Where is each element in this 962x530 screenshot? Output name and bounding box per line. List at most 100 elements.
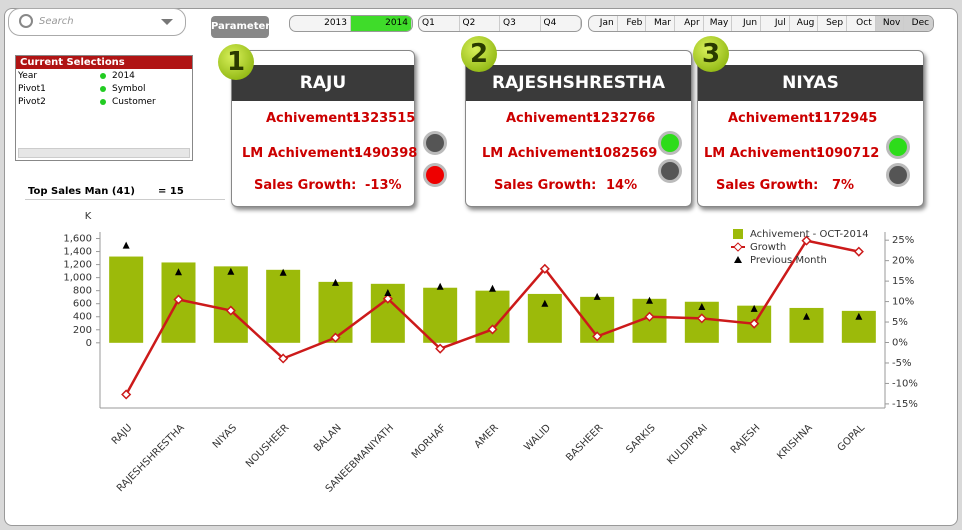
rank: 1	[218, 44, 254, 80]
x-tick-label: NIYAS	[211, 422, 239, 450]
value: 2014	[112, 70, 135, 81]
legend-swatch	[734, 256, 742, 263]
month[interactable]: Aug	[790, 16, 819, 31]
rank: 3	[693, 36, 729, 72]
year[interactable]: 2013	[290, 16, 351, 31]
x-tick-label: WALID	[522, 422, 553, 453]
card-value: 1082569	[594, 146, 658, 161]
growth-marker	[173, 294, 184, 305]
card-value: -13%	[365, 178, 402, 193]
selection-row: Year 2014	[16, 69, 192, 82]
card-label: Achivement:	[266, 111, 358, 126]
bar	[266, 269, 301, 343]
previous-month-marker	[227, 267, 235, 275]
card-value: 7%	[832, 178, 855, 193]
x-tick-label: NOUSHEER	[244, 422, 291, 469]
quarter[interactable]: Q4	[541, 16, 581, 31]
current-selections: Current Selections Year 2014 Pivot1 Symbol P…	[15, 55, 193, 161]
card-value: 1490398	[354, 146, 418, 161]
legend-label: Previous Month	[750, 255, 827, 266]
y-tick-label: 1,600	[63, 234, 92, 245]
previous-month-marker	[436, 282, 444, 290]
card-label: Sales Growth:	[716, 178, 819, 193]
month[interactable]: Feb	[618, 16, 647, 31]
bar	[423, 287, 458, 343]
y-tick-label: 1,200	[63, 260, 92, 271]
month[interactable]: Jan	[589, 16, 618, 31]
card-label: Achivement:	[728, 111, 820, 126]
legend-swatch	[733, 242, 743, 252]
month[interactable]: Mar	[646, 16, 676, 31]
y-tick-label: 1,400	[63, 247, 92, 258]
card-label: LM Achivement:	[242, 146, 360, 161]
selection-row: Pivot2 Customer	[16, 95, 192, 108]
quarter[interactable]: Q2	[460, 16, 500, 31]
previous-month-marker	[698, 302, 706, 310]
quarter[interactable]: Q3	[500, 16, 541, 31]
card: NIYAS Achivement: 1172945 LM Achivement: 1…	[697, 50, 924, 207]
growth-marker	[644, 311, 655, 322]
legend-label: Growth	[750, 242, 786, 253]
x-tick-label: RAJU	[110, 422, 135, 447]
previous-month-marker	[122, 241, 130, 249]
year[interactable]: 2014	[351, 16, 412, 31]
card: RAJESHSHRESTHA Achivement: 1232766 LM Ach…	[465, 50, 692, 207]
x-tick-label: BALAN	[312, 422, 344, 454]
previous-month-marker	[646, 296, 653, 304]
y-tick-label: 600	[73, 299, 92, 310]
x-tick-label: AMER	[473, 422, 501, 450]
month[interactable]: Apr	[675, 16, 704, 31]
field: Pivot2	[18, 96, 46, 107]
month-list: Jan Feb Mar Apr May Jun Jul Aug Sep Oct Nov Dec	[588, 15, 934, 32]
quarter[interactable]: Q1	[419, 16, 460, 31]
growth-marker	[225, 305, 236, 316]
search-box[interactable]: Search	[8, 8, 186, 36]
x-tick-label: GOPAL	[836, 422, 868, 454]
y-tick-label: 800	[73, 286, 92, 297]
growth-marker	[382, 293, 393, 304]
card-name: NIYAS	[698, 65, 923, 101]
y-tick-label: 400	[73, 312, 92, 323]
month[interactable]: May	[704, 16, 733, 31]
y2-tick-label: -5%	[892, 358, 911, 369]
card-label: LM Achivement:	[704, 146, 822, 161]
card-label: Sales Growth:	[494, 178, 597, 193]
y-tick-label: 0	[86, 338, 92, 349]
search-placeholder: Search	[39, 16, 74, 27]
x-tick-label: KULDIPRAI	[665, 422, 710, 467]
field: Year	[18, 70, 38, 81]
y2-tick-label: 20%	[892, 256, 914, 267]
card-label: Achivement:	[506, 111, 598, 126]
month[interactable]: Oct	[847, 16, 876, 31]
growth-marker	[801, 235, 812, 246]
x-tick-label: KRISHNA	[775, 422, 814, 461]
value: Customer	[112, 96, 156, 107]
card-value: 1172945	[814, 111, 878, 126]
selection-row: Pivot1 Symbol	[16, 82, 192, 95]
x-tick-label: BASHEER	[564, 422, 605, 463]
month[interactable]: Dec	[904, 16, 933, 31]
y-tick-label: 1,000	[63, 273, 92, 284]
previous-month-marker	[332, 278, 339, 286]
month[interactable]: Nov	[875, 16, 905, 31]
month[interactable]: Jul	[761, 16, 790, 31]
top-sales-label: Top Sales Man (41)	[28, 186, 135, 197]
parameter-button[interactable]: Parameter	[211, 16, 270, 38]
previous-month-marker	[541, 299, 549, 307]
card: RAJU Achivement: 1323515 LM Achivement: 14…	[231, 50, 447, 207]
growth-marker	[749, 318, 760, 329]
rank: 2	[461, 36, 497, 72]
previous-month-marker	[593, 292, 601, 300]
value: Symbol	[112, 83, 146, 94]
card-value: 1232766	[592, 111, 656, 126]
growth-marker	[539, 263, 550, 274]
growth-marker	[278, 353, 289, 364]
field: Pivot1	[18, 83, 46, 94]
y-axis-label: K	[85, 211, 92, 222]
card-value: 1323515	[352, 111, 416, 126]
month[interactable]: Sep	[818, 16, 848, 31]
month[interactable]: Jun	[732, 16, 762, 31]
bar	[213, 266, 248, 343]
year-slider: 2013 2014	[289, 15, 413, 32]
x-tick-label: MORHAF	[410, 422, 449, 461]
